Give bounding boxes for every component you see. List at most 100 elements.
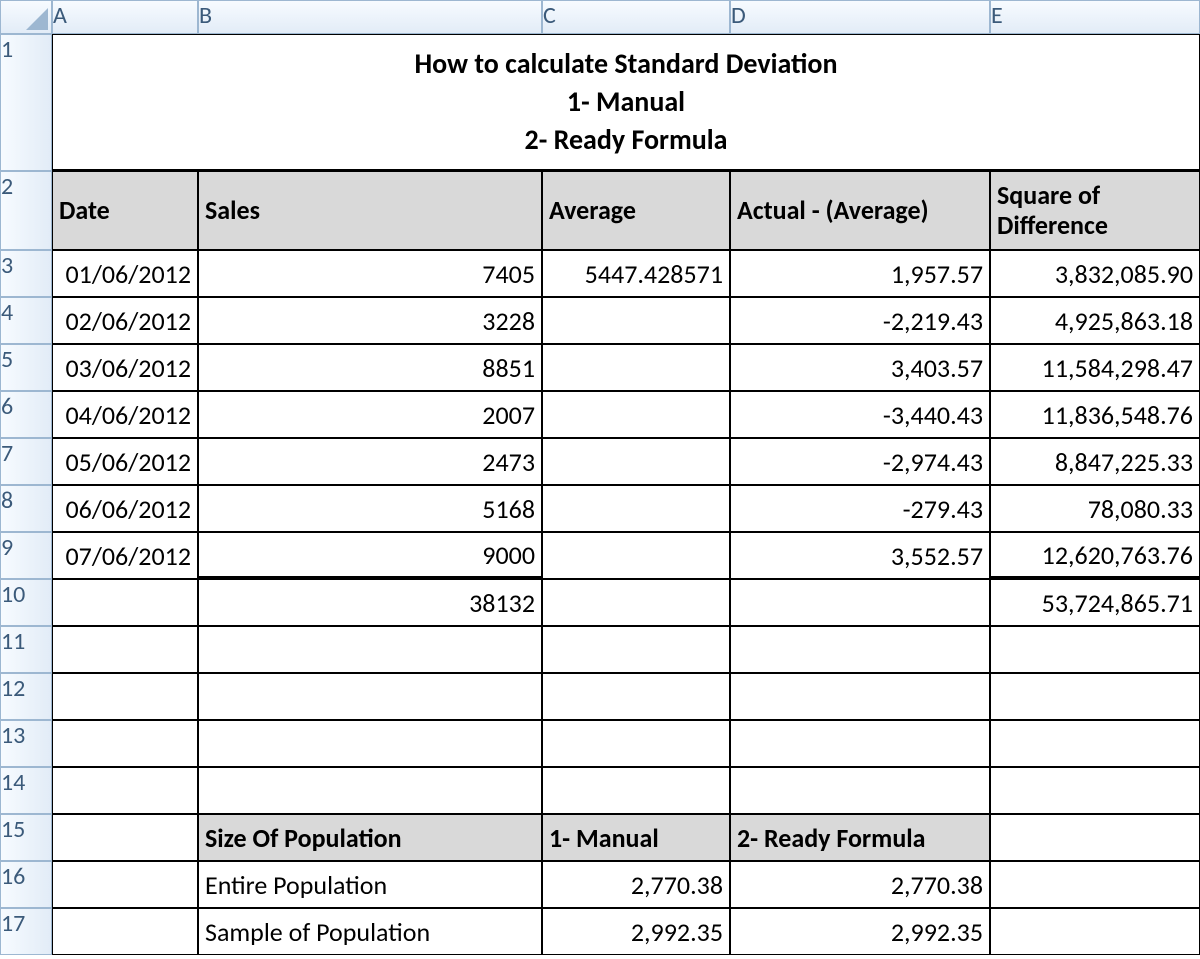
header-date[interactable]: Date <box>52 171 198 250</box>
cell-A17[interactable] <box>52 908 198 955</box>
row-header-16[interactable]: 16 <box>0 861 52 908</box>
cell-C17[interactable]: 2,992.35 <box>542 908 730 955</box>
cell-B4[interactable]: 3228 <box>198 297 542 344</box>
cell-B7[interactable]: 2473 <box>198 438 542 485</box>
cell-B15[interactable]: Size Of Population <box>198 814 542 861</box>
col-header-D[interactable]: D <box>730 0 990 34</box>
cell-E4[interactable]: 4,925,863.18 <box>990 297 1200 344</box>
row-header-9[interactable]: 9 <box>0 532 52 579</box>
cell-C13[interactable] <box>542 720 730 767</box>
cell-D14[interactable] <box>730 767 990 814</box>
cell-A4[interactable]: 02/06/2012 <box>52 297 198 344</box>
cell-D8[interactable]: -279.43 <box>730 485 990 532</box>
cell-C8[interactable] <box>542 485 730 532</box>
cell-A13[interactable] <box>52 720 198 767</box>
cell-C6[interactable] <box>542 391 730 438</box>
col-header-B[interactable]: B <box>198 0 542 34</box>
row-header-15[interactable]: 15 <box>0 814 52 861</box>
cell-D17[interactable]: 2,992.35 <box>730 908 990 955</box>
cell-B11[interactable] <box>198 626 542 673</box>
cell-C4[interactable] <box>542 297 730 344</box>
cell-D13[interactable] <box>730 720 990 767</box>
row-header-7[interactable]: 7 <box>0 438 52 485</box>
cell-D11[interactable] <box>730 626 990 673</box>
row-header-13[interactable]: 13 <box>0 720 52 767</box>
cell-E5[interactable]: 11,584,298.47 <box>990 344 1200 391</box>
cell-E16[interactable] <box>990 861 1200 908</box>
cell-D7[interactable]: -2,974.43 <box>730 438 990 485</box>
cell-A5[interactable]: 03/06/2012 <box>52 344 198 391</box>
cell-E10[interactable]: 53,724,865.71 <box>990 579 1200 626</box>
cell-B3[interactable]: 7405 <box>198 250 542 297</box>
cell-C16[interactable]: 2,770.38 <box>542 861 730 908</box>
cell-B14[interactable] <box>198 767 542 814</box>
row-header-8[interactable]: 8 <box>0 485 52 532</box>
cell-C10[interactable] <box>542 579 730 626</box>
header-square-of-difference[interactable]: Square of Difference <box>990 171 1200 250</box>
cell-D10[interactable] <box>730 579 990 626</box>
cell-A10[interactable] <box>52 579 198 626</box>
cell-D4[interactable]: -2,219.43 <box>730 297 990 344</box>
cell-D5[interactable]: 3,403.57 <box>730 344 990 391</box>
cell-A15[interactable] <box>52 814 198 861</box>
cell-B5[interactable]: 8851 <box>198 344 542 391</box>
row-header-14[interactable]: 14 <box>0 767 52 814</box>
cell-A3[interactable]: 01/06/2012 <box>52 250 198 297</box>
cell-B13[interactable] <box>198 720 542 767</box>
cell-D16[interactable]: 2,770.38 <box>730 861 990 908</box>
cell-E9[interactable]: 12,620,763.76 <box>990 532 1200 579</box>
col-header-E[interactable]: E <box>990 0 1200 34</box>
cell-D12[interactable] <box>730 673 990 720</box>
cell-B10[interactable]: 38132 <box>198 579 542 626</box>
cell-E12[interactable] <box>990 673 1200 720</box>
cell-B17[interactable]: Sample of Population <box>198 908 542 955</box>
header-sales[interactable]: Sales <box>198 171 542 250</box>
title-cell[interactable]: How to calculate Standard Deviation 1- M… <box>52 34 1200 171</box>
cell-C15[interactable]: 1- Manual <box>542 814 730 861</box>
cell-A14[interactable] <box>52 767 198 814</box>
cell-B8[interactable]: 5168 <box>198 485 542 532</box>
row-header-2[interactable]: 2 <box>0 171 52 250</box>
cell-C3[interactable]: 5447.428571 <box>542 250 730 297</box>
row-header-17[interactable]: 17 <box>0 908 52 955</box>
cell-E13[interactable] <box>990 720 1200 767</box>
cell-E17[interactable] <box>990 908 1200 955</box>
col-header-C[interactable]: C <box>542 0 730 34</box>
cell-B9[interactable]: 9000 <box>198 532 542 579</box>
cell-C5[interactable] <box>542 344 730 391</box>
row-header-10[interactable]: 10 <box>0 579 52 626</box>
row-header-11[interactable]: 11 <box>0 626 52 673</box>
cell-E15[interactable] <box>990 814 1200 861</box>
cell-A9[interactable]: 07/06/2012 <box>52 532 198 579</box>
cell-A16[interactable] <box>52 861 198 908</box>
cell-C14[interactable] <box>542 767 730 814</box>
cell-B16[interactable]: Entire Population <box>198 861 542 908</box>
cell-A8[interactable]: 06/06/2012 <box>52 485 198 532</box>
row-header-3[interactable]: 3 <box>0 250 52 297</box>
row-header-12[interactable]: 12 <box>0 673 52 720</box>
row-header-4[interactable]: 4 <box>0 297 52 344</box>
header-actual-minus-average[interactable]: Actual - (Average) <box>730 171 990 250</box>
cell-D6[interactable]: -3,440.43 <box>730 391 990 438</box>
cell-C12[interactable] <box>542 673 730 720</box>
col-header-A[interactable]: A <box>52 0 198 34</box>
select-all-button[interactable] <box>0 0 52 34</box>
cell-C7[interactable] <box>542 438 730 485</box>
cell-A11[interactable] <box>52 626 198 673</box>
cell-D9[interactable]: 3,552.57 <box>730 532 990 579</box>
cell-E3[interactable]: 3,832,085.90 <box>990 250 1200 297</box>
cell-C11[interactable] <box>542 626 730 673</box>
cell-C9[interactable] <box>542 532 730 579</box>
cell-D3[interactable]: 1,957.57 <box>730 250 990 297</box>
cell-E11[interactable] <box>990 626 1200 673</box>
cell-E14[interactable] <box>990 767 1200 814</box>
cell-E8[interactable]: 78,080.33 <box>990 485 1200 532</box>
cell-B6[interactable]: 2007 <box>198 391 542 438</box>
row-header-6[interactable]: 6 <box>0 391 52 438</box>
cell-A6[interactable]: 04/06/2012 <box>52 391 198 438</box>
row-header-1[interactable]: 1 <box>0 34 52 171</box>
cell-E6[interactable]: 11,836,548.76 <box>990 391 1200 438</box>
cell-E7[interactable]: 8,847,225.33 <box>990 438 1200 485</box>
header-average[interactable]: Average <box>542 171 730 250</box>
cell-A12[interactable] <box>52 673 198 720</box>
